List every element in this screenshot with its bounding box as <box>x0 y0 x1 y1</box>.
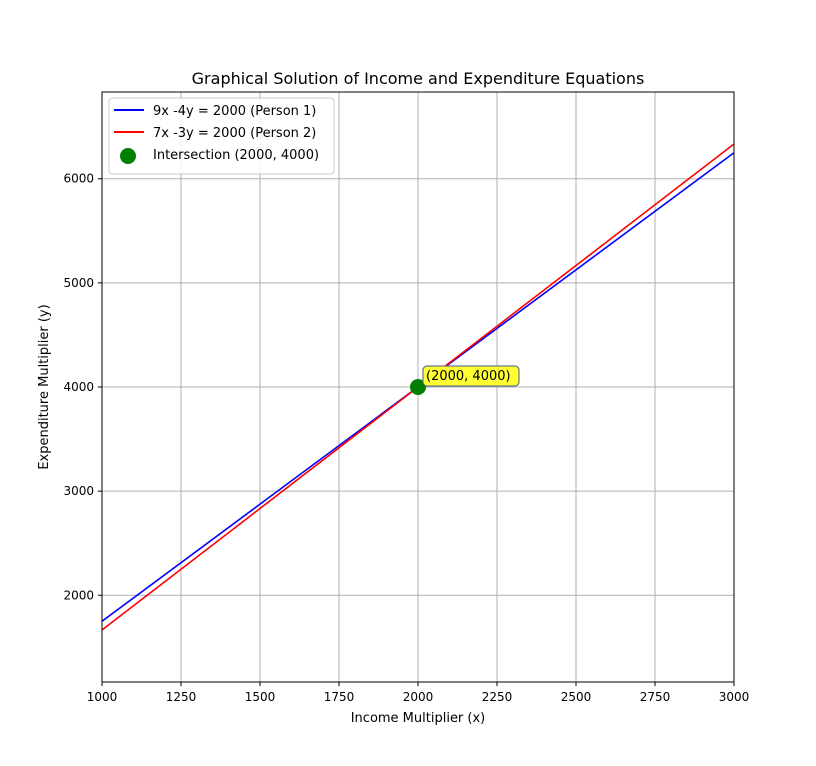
x-tick-label: 2000 <box>403 690 434 704</box>
y-tick-label: 3000 <box>63 484 94 498</box>
y-axis-ticks: 2000 3000 4000 5000 6000 <box>63 172 102 602</box>
legend-swatch-marker <box>120 148 136 164</box>
y-tick-label: 6000 <box>63 172 94 186</box>
x-tick-label: 1500 <box>245 690 276 704</box>
legend: 9x -4y = 2000 (Person 1) 7x -3y = 2000 (P… <box>108 97 335 175</box>
legend-label: 9x -4y = 2000 (Person 1) <box>153 104 316 119</box>
legend-box <box>108 97 335 175</box>
intersection-point <box>410 379 426 395</box>
x-tick-label: 2250 <box>482 690 513 704</box>
x-tick-label: 1000 <box>87 690 118 704</box>
annotation-text: (2000, 4000) <box>426 369 511 384</box>
legend-label: Intersection (2000, 4000) <box>153 148 319 163</box>
y-axis-label: Expenditure Multiplier (y) <box>37 304 52 469</box>
y-tick-label: 4000 <box>63 380 94 394</box>
legend-label: 7x -3y = 2000 (Person 2) <box>153 126 316 141</box>
points-layer <box>410 379 426 395</box>
x-axis-ticks: 1000 1250 1500 1750 2000 2250 2500 2750 3000 <box>87 682 750 704</box>
x-tick-label: 3000 <box>719 690 750 704</box>
x-axis-label: Income Multiplier (x) <box>351 711 486 726</box>
x-tick-label: 1750 <box>324 690 355 704</box>
y-tick-label: 2000 <box>63 588 94 602</box>
x-tick-label: 2750 <box>640 690 671 704</box>
y-tick-label: 5000 <box>63 276 94 290</box>
x-tick-label: 2500 <box>561 690 592 704</box>
annotation-box <box>422 365 520 387</box>
x-tick-label: 1250 <box>166 690 197 704</box>
chart-title: Graphical Solution of Income and Expendi… <box>192 69 645 88</box>
intersection-annotation: (2000, 4000) <box>422 365 520 387</box>
